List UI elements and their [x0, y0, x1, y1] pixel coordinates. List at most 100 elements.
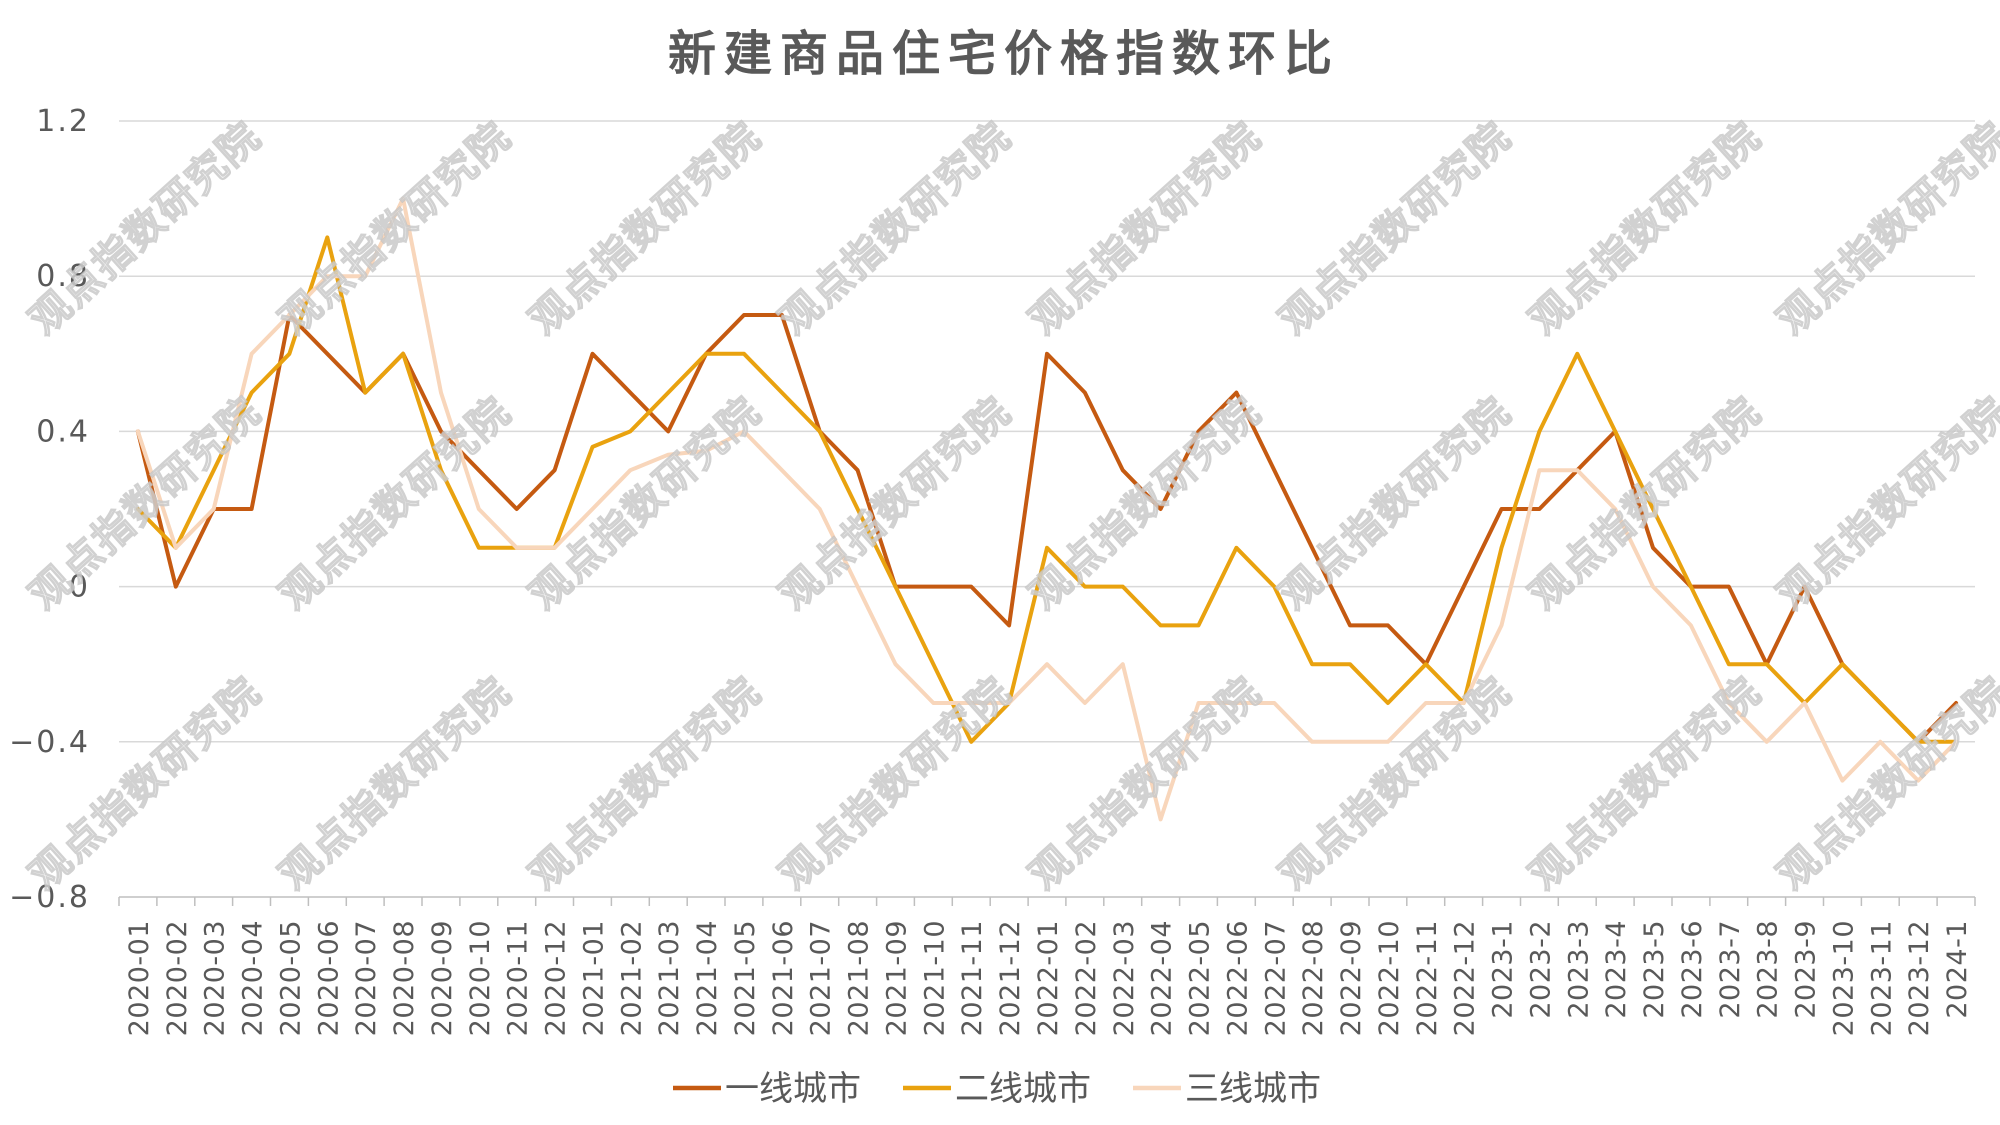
data-point-tier-1	[174, 585, 178, 589]
x-tick-label: 2021-07	[806, 920, 837, 1036]
data-point-tier-2	[1878, 701, 1882, 705]
x-tick-label: 2020-02	[162, 920, 193, 1036]
chart-title: 新建商品住宅价格指数环比	[667, 26, 1340, 82]
data-point-tier-3	[780, 468, 784, 472]
data-point-tier-1	[1234, 391, 1238, 395]
gridlines	[119, 120, 1975, 898]
data-point-tier-3	[1575, 468, 1579, 472]
x-tick-label: 2021-03	[654, 920, 685, 1036]
data-point-tier-1	[931, 585, 936, 589]
x-tick-label: 2022-11	[1412, 920, 1443, 1036]
data-point-tier-3	[553, 546, 557, 550]
data-point-tier-3	[1045, 662, 1049, 666]
x-tick-label: 2020-11	[503, 920, 534, 1036]
data-point-tier-3	[1651, 585, 1655, 589]
data-point-tier-1	[250, 507, 254, 511]
legend-label: 一线城市	[725, 1069, 861, 1109]
x-tick-label: 2022-02	[1071, 920, 1102, 1036]
data-point-tier-3	[1159, 817, 1163, 822]
legend-label: 二线城市	[955, 1069, 1091, 1109]
data-point-tier-1	[1196, 429, 1201, 433]
watermark-text: 观点指数研究院	[771, 113, 1020, 344]
data-point-tier-3	[590, 507, 595, 511]
data-point-tier-3	[1424, 701, 1428, 705]
x-tick-label: 2023-5	[1639, 920, 1670, 1019]
data-point-tier-3	[856, 585, 860, 589]
data-point-tier-2	[780, 391, 784, 395]
data-point-tier-2	[893, 585, 898, 589]
x-tick-label: 2021-12	[995, 920, 1026, 1036]
x-tick-label: 2022-12	[1450, 920, 1481, 1036]
x-tick-label: 2020-08	[389, 920, 420, 1036]
x-tick-label: 2021-10	[919, 920, 950, 1036]
x-tick-label: 2021-06	[768, 920, 799, 1036]
data-point-tier-2	[1613, 429, 1617, 433]
data-point-tier-2	[1310, 662, 1314, 666]
data-point-tier-3	[1272, 701, 1276, 705]
data-point-tier-3	[1007, 701, 1011, 705]
watermark-text: 观点指数研究院	[1021, 388, 1270, 619]
data-point-tier-2	[742, 352, 746, 356]
data-point-tier-3	[325, 274, 329, 278]
x-tick-label: 2022-03	[1109, 920, 1140, 1036]
data-point-tier-2	[1727, 662, 1731, 666]
data-point-tier-3	[1727, 701, 1731, 705]
data-point-tier-2	[1424, 662, 1428, 666]
data-point-tier-2	[363, 391, 367, 395]
data-point-tier-1	[439, 429, 443, 433]
data-point-tier-3	[174, 546, 178, 550]
data-point-tier-3	[1234, 701, 1238, 705]
x-tick-label: 2023-2	[1525, 920, 1556, 1019]
data-point-tier-1	[1007, 623, 1011, 628]
x-tick-label: 2022-07	[1260, 920, 1291, 1036]
data-point-tier-2	[1348, 662, 1352, 666]
data-point-tier-1	[1386, 623, 1390, 628]
data-point-tier-1	[1121, 468, 1125, 472]
x-tick-label: 2021-04	[692, 920, 723, 1036]
data-point-tier-2	[250, 391, 254, 395]
watermark-text: 观点指数研究院	[521, 388, 770, 619]
data-point-tier-3	[1121, 662, 1125, 666]
data-point-tier-3	[818, 507, 822, 511]
x-tick-label: 2020-12	[541, 920, 572, 1036]
data-point-tier-3	[1348, 740, 1352, 744]
series-tier-2	[135, 235, 1959, 744]
data-point-tier-1	[1462, 585, 1466, 589]
data-point-tier-1	[1499, 507, 1504, 511]
data-point-tier-1	[628, 391, 632, 395]
watermark-text: 观点指数研究院	[1521, 113, 1770, 344]
x-tick-label: 2022-06	[1222, 920, 1253, 1036]
data-point-tier-2	[628, 429, 632, 433]
x-tick-label: 2020-07	[351, 920, 382, 1036]
data-point-tier-3	[1878, 740, 1882, 744]
watermark-text: 观点指数研究院	[271, 113, 520, 344]
data-point-tier-2	[704, 352, 708, 356]
y-tick-label: −0.8	[9, 880, 90, 915]
x-tick-label: 2023-9	[1791, 920, 1822, 1019]
data-point-tier-2	[1083, 585, 1087, 589]
legend-label: 三线城市	[1185, 1069, 1321, 1109]
watermark: 观点指数研究院 观点指数研究院 观点指数研究院 观点指数研究院 观点指数研究院 观点指数研…	[20, 112, 2000, 899]
y-tick-label: 0	[69, 570, 90, 605]
watermark-text: 观点指数研究院	[1521, 668, 1770, 899]
data-point-tier-1	[1310, 546, 1314, 550]
y-tick-label: −0.4	[9, 725, 90, 760]
y-tick-label: 0.4	[36, 414, 90, 449]
x-tick-label: 2022-10	[1374, 920, 1405, 1036]
data-point-tier-1	[1803, 585, 1807, 589]
data-point-tier-3	[1916, 779, 1920, 783]
data-point-tier-1	[856, 468, 860, 472]
data-point-tier-1	[1159, 507, 1163, 511]
data-point-tier-2	[477, 546, 481, 550]
x-tick-label: 2021-09	[882, 920, 913, 1036]
data-point-tier-2	[1651, 507, 1655, 511]
x-tick-label: 2021-01	[579, 920, 610, 1036]
x-tick-label: 2022-09	[1336, 920, 1367, 1036]
x-tick-label: 2021-02	[616, 920, 647, 1036]
data-point-tier-2	[1916, 740, 1920, 744]
data-point-tier-3	[1083, 701, 1087, 705]
data-point-tier-3	[1954, 740, 1958, 744]
data-point-tier-3	[287, 313, 291, 317]
data-point-tier-3	[1689, 623, 1693, 628]
data-point-tier-3	[477, 507, 481, 511]
